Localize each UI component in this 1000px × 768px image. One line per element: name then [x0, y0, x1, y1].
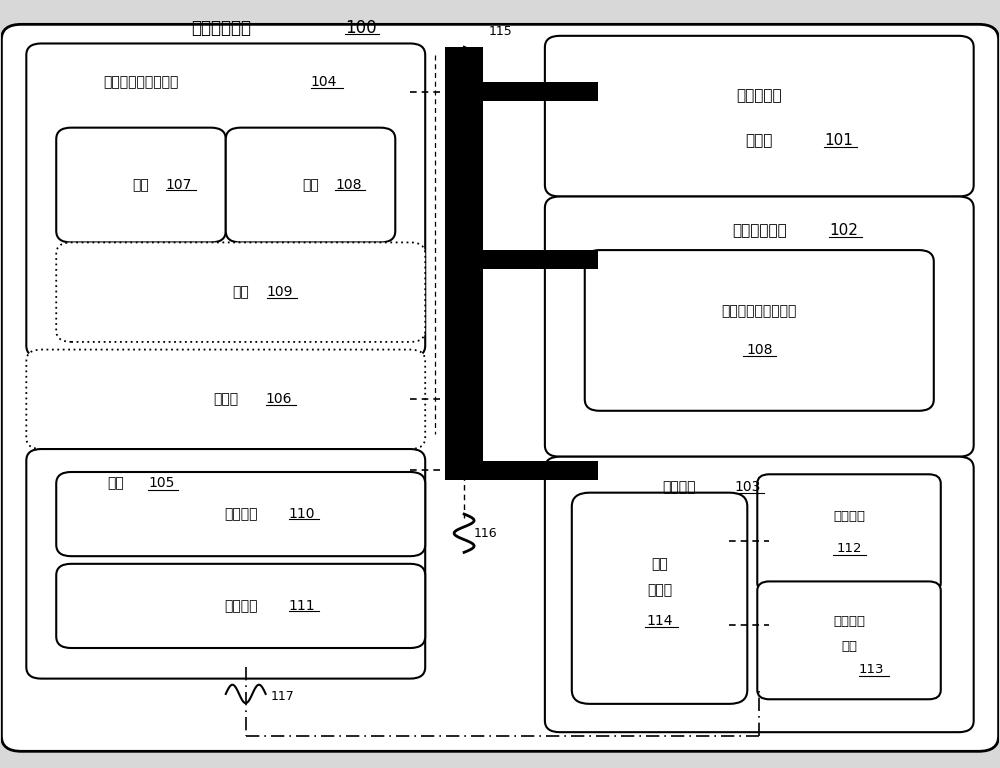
FancyBboxPatch shape	[572, 492, 747, 703]
Text: 通信: 通信	[108, 476, 124, 491]
FancyBboxPatch shape	[545, 457, 974, 732]
Text: 113: 113	[859, 663, 885, 676]
Text: 106: 106	[266, 392, 292, 406]
Text: 101: 101	[824, 134, 853, 148]
Text: 声音: 声音	[133, 178, 149, 192]
Text: 117: 117	[271, 690, 294, 703]
FancyBboxPatch shape	[585, 250, 934, 411]
FancyBboxPatch shape	[56, 127, 226, 243]
FancyBboxPatch shape	[26, 349, 425, 449]
Text: 104: 104	[311, 74, 337, 89]
FancyBboxPatch shape	[757, 475, 941, 592]
FancyBboxPatch shape	[26, 449, 425, 679]
Text: 传感器: 传感器	[213, 392, 238, 406]
FancyBboxPatch shape	[545, 197, 974, 457]
Text: 用户输入／输出接口: 用户输入／输出接口	[103, 74, 179, 89]
Text: 一个或多个: 一个或多个	[736, 88, 782, 103]
Text: 电源: 电源	[651, 557, 668, 571]
FancyBboxPatch shape	[757, 581, 941, 700]
Text: 114: 114	[646, 614, 673, 628]
Text: 100: 100	[345, 19, 377, 37]
Text: 移动计算设备: 移动计算设备	[191, 19, 251, 37]
Text: 无线接口: 无线接口	[224, 507, 257, 521]
FancyBboxPatch shape	[26, 44, 425, 357]
Bar	[483, 250, 598, 270]
Text: 选择器: 选择器	[647, 584, 672, 598]
Bar	[445, 48, 483, 480]
Text: 110: 110	[289, 507, 315, 521]
Text: 视觉: 视觉	[302, 178, 319, 192]
FancyBboxPatch shape	[56, 472, 425, 556]
Text: 103: 103	[734, 480, 761, 495]
Text: 109: 109	[267, 285, 293, 300]
Text: 115: 115	[489, 25, 513, 38]
FancyBboxPatch shape	[56, 564, 425, 648]
Text: 有线接口: 有线接口	[224, 599, 257, 613]
FancyBboxPatch shape	[1, 25, 999, 751]
Text: 105: 105	[148, 476, 174, 491]
Text: 108: 108	[335, 178, 362, 192]
Text: 107: 107	[166, 178, 192, 192]
Text: 键盘: 键盘	[232, 285, 249, 300]
Text: 电池接口: 电池接口	[833, 510, 865, 523]
Bar	[483, 461, 598, 480]
Text: 接口: 接口	[841, 640, 857, 653]
Text: 计算机可读程序指令: 计算机可读程序指令	[722, 304, 797, 318]
FancyBboxPatch shape	[545, 36, 974, 197]
FancyBboxPatch shape	[56, 243, 425, 342]
Text: 111: 111	[289, 599, 315, 613]
Bar	[483, 81, 598, 101]
Text: 112: 112	[836, 542, 862, 555]
Text: 108: 108	[746, 343, 773, 356]
FancyBboxPatch shape	[226, 127, 395, 243]
Text: 外部电力: 外部电力	[833, 614, 865, 627]
Text: 电力管理: 电力管理	[663, 480, 696, 495]
Text: 102: 102	[829, 223, 858, 238]
Text: 116: 116	[474, 527, 498, 540]
Text: 数据存储装置: 数据存储装置	[732, 223, 787, 238]
Text: 处理器: 处理器	[746, 134, 773, 148]
